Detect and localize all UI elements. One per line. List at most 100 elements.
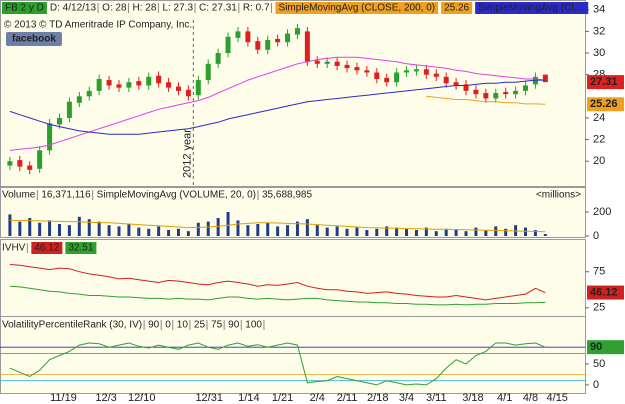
candle-body — [542, 74, 548, 83]
candle-body — [404, 70, 410, 73]
current: 16,371,116 — [41, 190, 91, 201]
candle-body — [195, 80, 201, 96]
candle-body — [255, 41, 261, 50]
y-tick-label: 22 — [593, 133, 605, 145]
volume-bar — [444, 228, 448, 236]
volume-bar — [97, 221, 101, 236]
value-box-label: 46.12 — [590, 286, 618, 298]
y-tick-label: 75 — [593, 266, 605, 278]
candle-body — [126, 82, 132, 88]
y-tick-label: 20 — [593, 155, 605, 167]
level-label: 90 — [228, 320, 240, 331]
x-tick-label: 4/15 — [547, 392, 568, 404]
candle-body — [304, 31, 310, 62]
title: VolatilityPercentileRank (30, IV) — [2, 320, 142, 331]
candle-body — [493, 93, 499, 99]
candle-body — [463, 84, 469, 91]
volume-bar — [206, 221, 210, 236]
value-box — [587, 340, 624, 355]
candle-body — [146, 76, 152, 86]
candle-body — [166, 82, 172, 88]
legend-name: SimpleMovingAvg (CLOSE, 200, 0) — [279, 3, 436, 14]
volume-bar — [276, 226, 280, 236]
candle-body — [245, 31, 251, 43]
value-box — [587, 285, 624, 300]
volume-bar — [57, 224, 61, 236]
header-item: H: 28 — [133, 3, 157, 14]
volume-bar — [137, 227, 141, 236]
volume-bar — [454, 230, 458, 236]
volume-bar — [295, 221, 299, 236]
moving-average — [426, 95, 546, 105]
volume-bar — [236, 220, 240, 236]
volume-bar — [107, 225, 111, 236]
title: FB 2 y D — [5, 3, 44, 14]
candle-body — [27, 165, 33, 170]
volume-bar — [38, 222, 42, 236]
indicator-line — [9, 285, 546, 306]
candle-body — [294, 28, 300, 35]
legend-name: SimpleMovingAvg (CL... — [478, 3, 585, 14]
volume-bar — [524, 227, 528, 236]
candle-body — [344, 64, 350, 69]
volume-average — [9, 219, 546, 233]
x-tick-label: 12/31 — [195, 392, 223, 404]
legend-value-box — [441, 2, 473, 14]
candle-body — [175, 86, 181, 91]
header-item: R: 0.7 — [243, 3, 270, 14]
volume-bar — [67, 225, 71, 236]
y-tick-label: 0 — [593, 379, 599, 391]
candle-body — [334, 61, 340, 66]
x-tick-label: 3/18 — [462, 392, 483, 404]
y-tick-label: 34 — [593, 4, 605, 16]
indicator-line — [9, 264, 546, 301]
x-tick-label: 2/18 — [367, 392, 388, 404]
volume-bar — [48, 220, 52, 236]
volume-bar — [186, 231, 190, 236]
candle-body — [225, 36, 231, 54]
candle-body — [235, 31, 241, 38]
header-item: O: 28 — [102, 3, 127, 14]
volume-bar — [117, 226, 121, 236]
y-tick-label: 24 — [593, 112, 605, 124]
volume-bar — [305, 219, 309, 236]
x-tick-label: 3/11 — [426, 392, 447, 404]
title: IVHV — [2, 243, 26, 254]
volume-bar — [246, 225, 250, 236]
candle-body — [116, 84, 122, 88]
candle-body — [423, 69, 429, 75]
annotation-label: 2012 year — [181, 129, 193, 178]
volume-bar — [414, 230, 418, 236]
title: Volume — [2, 190, 36, 201]
volume-bar — [196, 222, 200, 236]
y-tick-label: 25 — [593, 302, 605, 314]
candle-body — [156, 75, 162, 84]
level-label: 0 — [165, 320, 171, 331]
volume-bar — [325, 227, 329, 236]
volume-bar — [28, 218, 32, 236]
candle-body — [285, 33, 291, 43]
x-tick-label: 4/8 — [523, 392, 538, 404]
badge-box — [6, 32, 62, 46]
candle-body — [324, 61, 330, 64]
legend-value: 25.26 — [444, 3, 469, 14]
volume-bar — [345, 228, 349, 236]
candle-body — [56, 117, 62, 125]
volume-bar — [286, 225, 290, 236]
unit-label: <millions> — [536, 190, 581, 201]
candle-body — [513, 90, 519, 95]
value-box-label: 90 — [590, 341, 602, 353]
candle-body — [185, 89, 191, 97]
value-box-label: 27.31 — [590, 76, 618, 88]
volume-bar — [157, 226, 161, 236]
x-tick-label: 12/10 — [128, 392, 156, 404]
y-tick-label: 200 — [593, 206, 611, 218]
candle-body — [37, 150, 43, 169]
value-box-label: 25.26 — [590, 98, 618, 110]
badge: facebook — [12, 34, 56, 45]
candle-body — [384, 77, 390, 83]
volume-bar — [315, 225, 319, 236]
volume-bar — [256, 224, 260, 236]
level-label: 10 — [177, 320, 189, 331]
